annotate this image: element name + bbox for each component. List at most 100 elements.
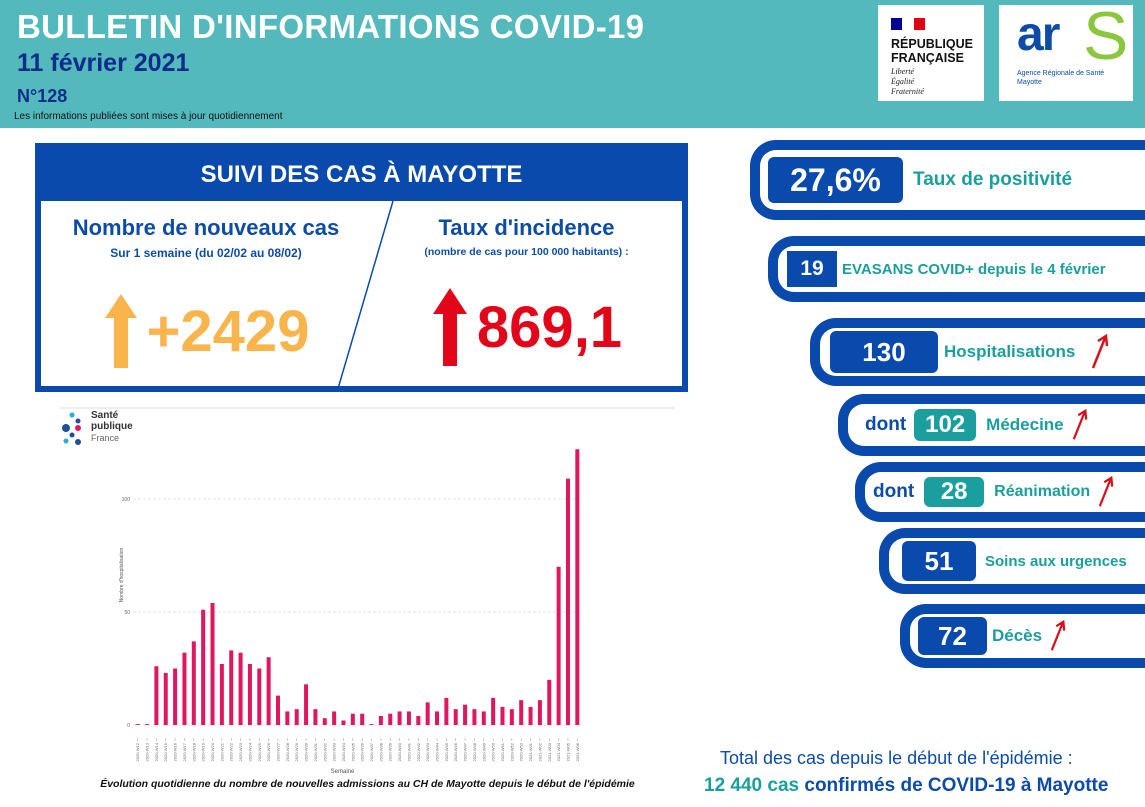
x-tick-label: 2020-W43 [425,742,430,761]
bar [547,679,552,725]
x-tick-label: 2020-W17 [182,742,187,761]
new-cases-value: +2429 [146,298,310,364]
bar [360,713,365,725]
spf-logo-dot [69,432,75,438]
bar [229,650,234,725]
new-cases-period: Sur 1 semaine (du 02/02 au 08/02) [110,246,302,260]
x-tick-label: 2020-W19 [201,742,206,761]
rf-line2: FRANÇAISE [891,51,964,65]
bar [509,709,514,725]
indicator-reanimation: dont 28 Réanimation [855,462,1145,522]
medecine-value: 102 [914,409,977,441]
x-tick-label: 2020-W18 [191,742,196,761]
x-tick-label: 2020-W14 [154,742,159,761]
x-tick-label: 2020-W22 [229,742,234,761]
total-heading: Total des cas depuis le début de l'épidé… [720,748,1073,768]
indicator-urgences: 51 Soins aux urgences [879,528,1145,594]
bar [500,706,505,725]
bar [266,657,271,725]
bar [350,713,355,725]
arrow-up-icon [104,294,137,368]
bar [219,663,224,725]
x-tick-label: 2020-W20 [210,742,215,761]
bar [173,668,178,725]
positivity-value: 27,6% [768,157,903,203]
ars-logo-ar: ar [1017,8,1060,61]
y-tick-label: 50 [124,610,130,616]
bar [201,609,206,725]
bar [435,711,440,725]
spf-logo-text: Santé [91,410,119,421]
bar [135,724,140,725]
x-tick-label: 2021-W02 [537,742,542,761]
x-tick-label: 2021-W06 [575,742,580,761]
indicator-evasans: 19 EVASANS COVID+ depuis le 4 février [768,236,1145,302]
x-tick-label: 2020-W29 [294,742,299,761]
header-banner: BULLETIN D'INFORMATIONS COVID-19 11 févr… [0,0,1145,128]
incidence-section: Taux d'incidence (nombre de cas pour 100… [371,201,682,368]
rf-line1: RÉPUBLIQUE [891,37,973,51]
bar [537,700,542,725]
bar [519,700,524,725]
motto-3: Fraternité [891,87,924,96]
x-tick-label: 2021-W04 [556,742,561,761]
suivi-title: SUIVI DES CAS À MAYOTTE [41,149,682,201]
bar [341,720,346,725]
total-cases: 12 440 cas confirmés de COVID-19 à Mayot… [704,775,1108,797]
spf-logo-dot [69,412,75,418]
bar [285,711,290,725]
y-tick-label: 100 [122,497,131,503]
bar [491,697,496,725]
x-tick-label: 2020-W32 [322,742,327,761]
x-tick-label: 2020-W49 [481,742,486,761]
y-tick-label: 0 [127,723,130,729]
spf-logo-dot [62,424,70,432]
x-tick-label: 2020-W24 [247,742,252,761]
bulletin-date: 11 février 2021 [17,49,190,77]
bar [378,715,383,725]
x-tick-label: 2020-W37 [369,742,374,761]
x-tick-label: 2020-W27 [275,742,280,761]
bar [304,684,309,725]
indicator-medecine: dont 102 Médecine [838,394,1145,456]
bar [528,706,533,725]
divider-line [336,201,394,392]
x-tick-label: 2020-W40 [397,742,402,761]
bar [444,697,449,725]
evasans-label: EVASANS COVID+ depuis le 4 février [842,260,1106,278]
hospitalisations-value: 130 [830,331,938,373]
bulletin-number: N°128 [17,86,68,106]
incidence-sub: (nombre de cas pour 100 000 habitants) : [424,246,629,258]
new-cases-section: Nombre de nouveaux cas Sur 1 semaine (du… [41,201,371,370]
bar [145,724,150,725]
x-tick-label: 2021-W01 [528,742,533,761]
bar [453,709,458,725]
spf-logo-dot [75,418,81,424]
bar [322,718,327,725]
x-tick-label: 2020-W15 [163,742,168,761]
reanimation-prefix: dont [873,481,915,502]
spf-logo-dot [75,425,81,431]
ars-sub2: Mayotte [1017,79,1042,86]
x-tick-label: 2020-W50 [491,742,496,761]
x-tick-label: 2020-W30 [304,742,309,761]
bar [463,704,468,725]
x-axis-label: Semaine [331,769,355,775]
bar [575,449,580,725]
ars-logo-s: S [1083,5,1129,74]
x-tick-label: 2020-W33 [332,742,337,761]
bar [565,478,570,725]
deces-value: 72 [918,617,987,655]
urgences-value: 51 [902,541,976,581]
x-tick-label: 2020-W13 [145,742,150,761]
x-tick-label: 2020-W44 [435,742,440,761]
x-tick-label: 2021-W05 [565,742,570,761]
incidence-heading: Taux d'incidence [438,215,615,240]
reanimation-label: Réanimation [994,483,1091,500]
deces-label: Décès [992,626,1043,645]
indicator-deces: 72 Décès [900,604,1145,668]
indicator-hospitalisations: 130 Hospitalisations [810,318,1145,386]
x-tick-label: 2020-W28 [285,742,290,761]
x-tick-label: 2020-W23 [238,742,243,761]
bar [397,711,402,725]
